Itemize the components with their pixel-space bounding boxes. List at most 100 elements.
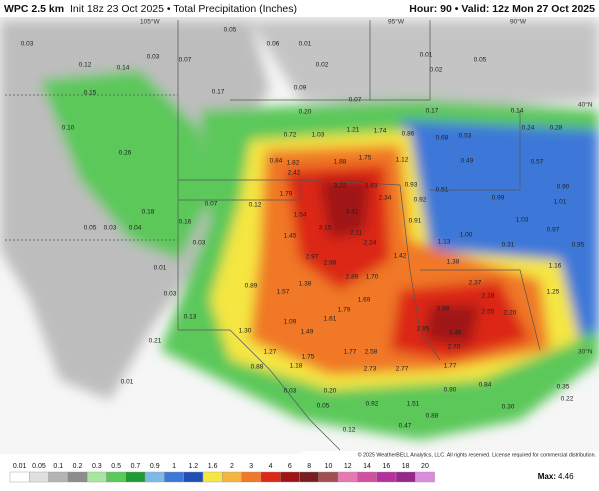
precip-value: 0.01 — [154, 265, 167, 272]
legend-swatch — [29, 471, 49, 483]
max-value: 4.46 — [558, 472, 574, 481]
precip-value: 0.01 — [299, 41, 312, 48]
precip-value: 0.07 — [205, 201, 218, 208]
precip-value: 0.12 — [79, 62, 92, 69]
precip-value: 0.95 — [572, 242, 585, 249]
precip-value: 0.47 — [399, 423, 412, 430]
legend-label: 10 — [325, 463, 333, 470]
legend-swatch — [415, 471, 435, 483]
legend-label: 12 — [344, 463, 352, 470]
precip-value: 0.12 — [343, 427, 356, 434]
legend-swatch — [183, 471, 204, 483]
grid-label: 105°W — [140, 18, 160, 26]
legend-label: 16 — [382, 463, 390, 470]
boundaries — [5, 20, 541, 451]
precip-value: 0.93 — [405, 182, 418, 189]
precip-value: 0.05 — [474, 57, 487, 64]
precip-value: 0.05 — [224, 27, 237, 34]
legend-swatch — [241, 471, 262, 483]
precip-value: 1.16 — [549, 263, 562, 270]
grid-label: 95°W — [388, 18, 405, 26]
precip-value: 0.31 — [502, 242, 515, 249]
precip-value: 0.84 — [479, 382, 492, 389]
legend-label: 18 — [402, 463, 410, 470]
precip-value: 2.83 — [365, 183, 378, 190]
model-name: WPC 2.5 km — [4, 3, 64, 15]
precip-value: 0.17 — [426, 108, 439, 115]
precip-value: 1.18 — [290, 363, 303, 370]
precip-value: 0.20 — [299, 109, 312, 116]
precip-value: 2.89 — [346, 274, 359, 281]
precip-value: 1.75 — [302, 354, 315, 361]
precip-value: 1.79 — [338, 307, 351, 314]
precip-value: 1.12 — [396, 157, 409, 164]
precip-value: 2.34 — [379, 195, 392, 202]
legend-label: 1 — [172, 463, 176, 470]
legend-swatch — [202, 471, 223, 483]
precip-value: 2.95 — [417, 326, 430, 333]
precip-value: 1.74 — [374, 128, 387, 135]
grid-label: 40°N — [578, 101, 593, 109]
legend-swatch — [9, 471, 30, 483]
precip-value: 3.42 — [346, 209, 359, 216]
legend-swatch — [299, 471, 319, 483]
precip-value: 0.49 — [461, 158, 474, 165]
legend-swatch — [144, 471, 165, 483]
valid-info: Hour: 90 • Valid: 12z Mon 27 Oct 2025 — [409, 3, 595, 15]
precip-value: 2.77 — [396, 366, 409, 373]
precip-value: 0.91 — [409, 218, 422, 225]
precip-value: 1.75 — [359, 155, 372, 162]
precip-value: 2.58 — [365, 349, 378, 356]
precip-value: 0.30 — [502, 404, 515, 411]
precip-value: 0.06 — [267, 41, 280, 48]
precip-value: 1.13 — [438, 239, 451, 246]
precip-value: 0.03 — [21, 41, 34, 48]
precip-value: 2.37 — [469, 280, 482, 287]
legend-label: 0.1 — [53, 463, 63, 470]
precip-value: 0.88 — [251, 364, 264, 371]
legend-swatch — [86, 471, 107, 483]
precip-value: 0.10 — [62, 125, 75, 132]
precip-value: 0.17 — [212, 89, 225, 96]
precip-value: 0.89 — [245, 283, 258, 290]
precip-value: 0.02 — [430, 67, 443, 74]
precip-value: 1.03 — [312, 132, 325, 139]
precip-value: 2.18 — [482, 293, 495, 300]
header-bar — [0, 0, 599, 17]
precip-value: 0.04 — [129, 225, 142, 232]
precip-value: 3.68 — [437, 306, 450, 313]
precip-value: 1.09 — [284, 319, 297, 326]
precip-value: 0.99 — [492, 195, 505, 202]
precip-value: 1.88 — [334, 159, 347, 166]
precip-value: 3.46 — [449, 330, 462, 337]
legend-swatch — [222, 471, 242, 483]
precip-value: 1.27 — [264, 349, 277, 356]
precip-value: 0.28 — [550, 125, 563, 132]
precip-value: 0.14 — [117, 65, 130, 72]
grid-label: 90°W — [510, 18, 527, 26]
precip-value: 3.15 — [319, 225, 332, 232]
precip-value: 2.42 — [288, 170, 301, 177]
grid-label: 30°N — [578, 348, 593, 356]
precip-value: 0.03 — [164, 291, 177, 298]
precip-value: 1.49 — [301, 329, 314, 336]
legend-label: 8 — [307, 463, 311, 470]
precip-value: 0.07 — [179, 57, 192, 64]
precip-value: 0.92 — [366, 401, 379, 408]
precip-value: 0.92 — [414, 197, 427, 204]
precip-value: 0.02 — [316, 62, 329, 69]
legend-label: 0.9 — [150, 463, 160, 470]
precip-value: 0.88 — [426, 413, 439, 420]
precip-value: 1.77 — [344, 349, 357, 356]
precip-value: 0.07 — [349, 97, 362, 104]
precip-value: 1.51 — [407, 401, 420, 408]
precip-value: 0.05 — [84, 225, 97, 232]
precip-value: 0.05 — [317, 403, 330, 410]
precip-value: 2.98 — [324, 260, 337, 267]
map-labels: 0.03 0.12 0.14 0.03 0.07 0.05 0.06 0.01 0.02 0.01… — [21, 27, 585, 434]
legend-label: 20 — [421, 463, 429, 470]
legend-swatch — [395, 471, 416, 483]
legend-label: 0.2 — [73, 463, 83, 470]
